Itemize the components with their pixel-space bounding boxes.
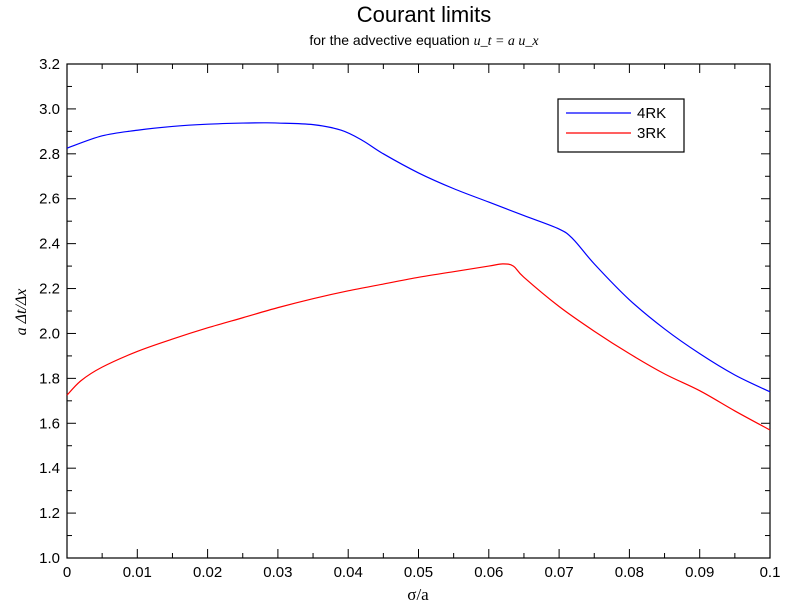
y-tick-label: 2.2 [39,281,60,298]
y-tick-label: 1.6 [39,415,60,432]
series-line-3rk [66,263,771,431]
legend-label-3rk: 3RK [637,125,666,142]
legend-box [557,98,685,153]
chart-title: Courant limits [357,2,491,27]
legend-label-4rk: 4RK [637,105,666,122]
y-tick-label: 1.8 [39,370,60,387]
series-layer [66,122,771,431]
chart-subtitle: for the advective equation u_t = a u_x [309,32,539,49]
y-axis-label: a Δt/Δx [13,289,30,336]
chart-subtitle-prefix: for the advective equation [309,32,473,48]
x-tick-label: 0.09 [685,564,714,581]
subtitle-equation: u_t = a u_x [474,34,540,49]
x-tick-label: 0.04 [334,564,363,581]
y-tick-label: 2.8 [39,146,60,163]
x-tick-label: 0.1 [760,564,781,581]
y-tick-label: 1.2 [39,505,60,522]
y-tick-label: 2.6 [39,191,60,208]
y-tick-label: 3.2 [39,56,60,73]
y-tick-label: 2.0 [39,325,60,342]
x-tick-label: 0.03 [263,564,292,581]
x-tick-label: 0.05 [404,564,433,581]
x-tick-label: 0.02 [193,564,222,581]
y-tick-label: 3.0 [39,101,60,118]
x-tick-label: 0.01 [123,564,152,581]
x-tick-label: 0.06 [474,564,503,581]
series-line-4rk [66,122,771,393]
x-tick-label: 0 [63,564,71,581]
y-tick-label: 1.4 [39,460,60,477]
x-axis-label: σ/a [407,585,429,604]
ticks-layer: 0 0.01 0.02 0.03 0.04 0.05 0.06 0.07 0.08 0.09 0.1… [39,56,780,581]
y-tick-label: 1.0 [39,550,60,567]
x-tick-label: 0.07 [544,564,573,581]
y-tick-label: 2.4 [39,236,60,253]
x-tick-label: 0.08 [615,564,644,581]
